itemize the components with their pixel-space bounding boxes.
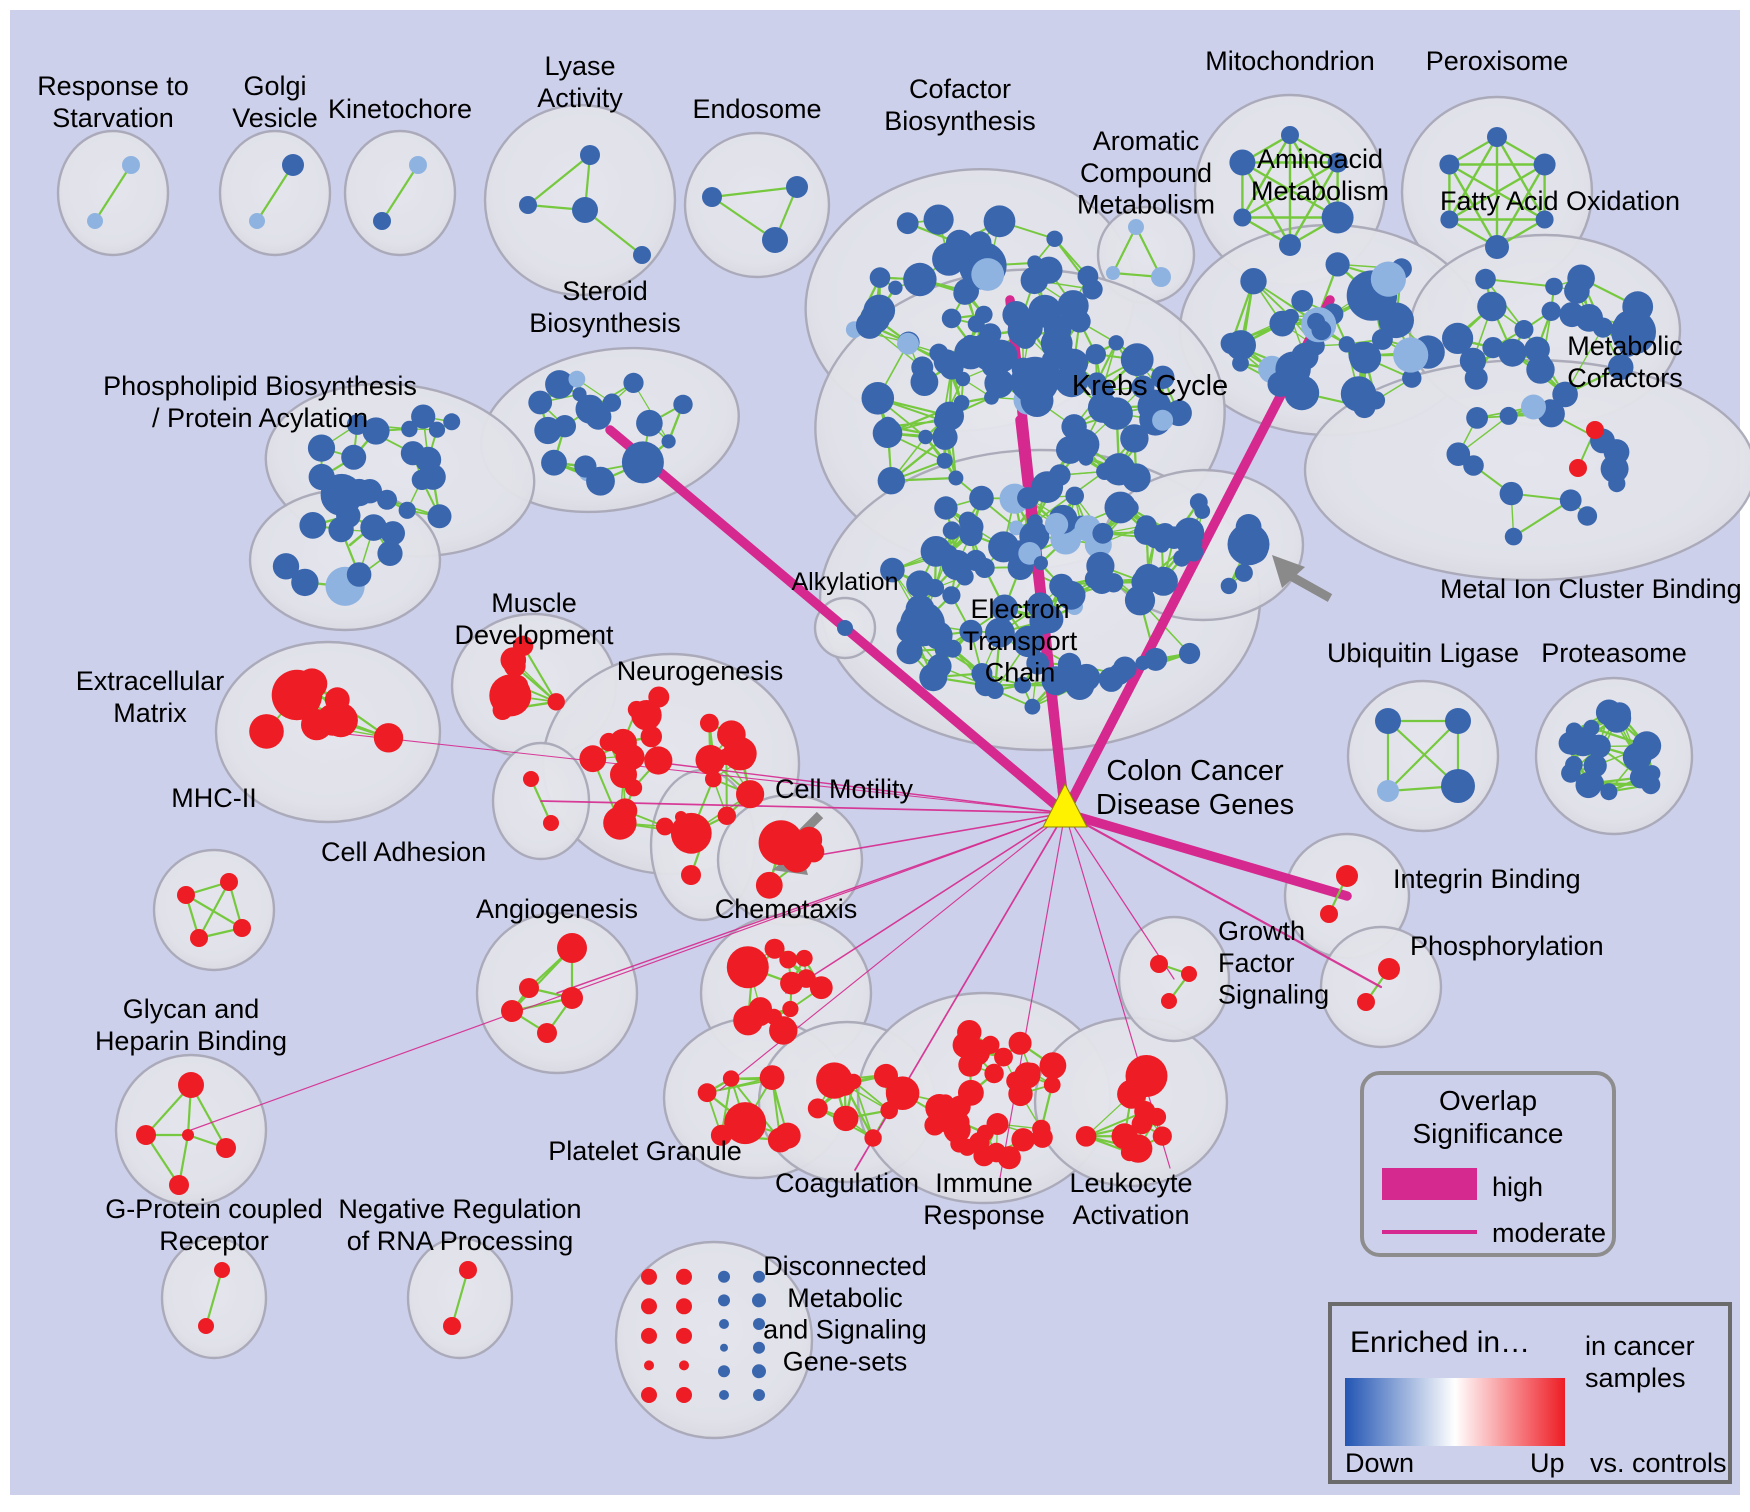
svg-text:Phosphorylation: Phosphorylation xyxy=(1410,931,1604,961)
svg-text:Cell Motility: Cell Motility xyxy=(775,774,914,804)
svg-text:MHC-II: MHC-II xyxy=(171,783,256,813)
svg-text:Angiogenesis: Angiogenesis xyxy=(476,894,638,924)
svg-text:Proteasome: Proteasome xyxy=(1541,638,1687,668)
svg-text:vs. controls: vs. controls xyxy=(1590,1448,1727,1478)
svg-text:Metal Ion Cluster Binding: Metal Ion Cluster Binding xyxy=(1440,574,1742,604)
svg-text:moderate: moderate xyxy=(1492,1218,1606,1248)
svg-text:Krebs Cycle: Krebs Cycle xyxy=(1072,370,1228,402)
svg-text:Neurogenesis: Neurogenesis xyxy=(617,656,784,686)
svg-text:Enriched in…: Enriched in… xyxy=(1350,1326,1530,1359)
svg-text:Up: Up xyxy=(1530,1448,1565,1478)
svg-text:Cell Adhesion: Cell Adhesion xyxy=(321,837,486,867)
svg-text:Down: Down xyxy=(1345,1448,1414,1478)
svg-text:Chemotaxis: Chemotaxis xyxy=(715,894,858,924)
svg-text:Coagulation: Coagulation xyxy=(775,1168,919,1198)
svg-text:high: high xyxy=(1492,1172,1543,1202)
svg-text:Platelet Granule: Platelet Granule xyxy=(548,1136,742,1166)
svg-text:Endosome: Endosome xyxy=(692,94,821,124)
svg-text:Ubiquitin Ligase: Ubiquitin Ligase xyxy=(1327,638,1519,668)
svg-text:Alkylation: Alkylation xyxy=(792,568,899,596)
svg-text:Kinetochore: Kinetochore xyxy=(328,94,472,124)
svg-text:Fatty Acid Oxidation: Fatty Acid Oxidation xyxy=(1440,186,1680,216)
svg-text:Mitochondrion: Mitochondrion xyxy=(1205,46,1375,76)
svg-text:Integrin Binding: Integrin Binding xyxy=(1393,864,1581,894)
svg-text:Peroxisome: Peroxisome xyxy=(1426,46,1569,76)
